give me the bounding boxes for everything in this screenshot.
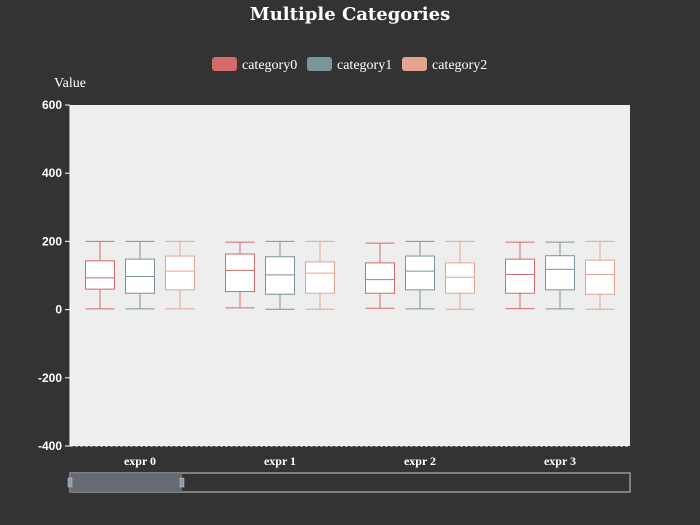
chart-title: Multiple Categories [250, 4, 450, 25]
box-body [225, 253, 255, 293]
box-body [265, 256, 295, 295]
y-tick-label: 600 [42, 98, 62, 112]
x-tick-label: expr 2 [404, 454, 436, 468]
box-body [545, 255, 575, 291]
box-category1-0[interactable] [125, 240, 155, 310]
legend-label-category2[interactable]: category2 [432, 58, 487, 73]
box-category1-2[interactable] [405, 240, 435, 310]
y-tick-label: -400 [38, 439, 62, 453]
legend-label-category0[interactable]: category0 [242, 58, 297, 73]
box-category1-1[interactable] [265, 240, 295, 310]
y-tick-label: -200 [38, 371, 62, 385]
plot-area [70, 105, 630, 446]
box-category0-1[interactable] [225, 241, 255, 309]
box-category0-0[interactable] [85, 240, 115, 310]
box-body [85, 260, 115, 290]
box-body [445, 262, 475, 294]
x-tick-label: expr 3 [544, 454, 576, 468]
box-body [405, 255, 435, 291]
legend-swatch-category0[interactable] [212, 57, 237, 71]
y-tick-label: 0 [55, 303, 62, 317]
y-tick-label: 400 [42, 166, 62, 180]
data-zoom-slider[interactable] [67, 472, 631, 493]
y-axis: 600 400 200 0 -200 -400 [38, 98, 71, 453]
box-category2-3[interactable] [585, 240, 615, 310]
box-series [85, 240, 615, 310]
box-category1-3[interactable] [545, 241, 575, 310]
box-body [165, 255, 195, 291]
legend-swatch-category2[interactable] [402, 57, 427, 71]
box-category2-0[interactable] [165, 240, 195, 310]
zoom-selection[interactable] [70, 473, 182, 492]
x-tick-label: expr 1 [264, 454, 296, 468]
box-category0-2[interactable] [365, 242, 395, 309]
x-tick-label: expr 0 [124, 454, 156, 468]
zoom-handle-start[interactable] [67, 477, 73, 488]
box-body [365, 262, 395, 294]
x-axis: expr 0 expr 1 expr 2 expr 3 [70, 445, 630, 468]
box-body [585, 259, 615, 295]
zoom-handle-end[interactable] [179, 477, 185, 488]
box-body [505, 258, 535, 294]
box-category2-1[interactable] [305, 240, 335, 310]
y-tick-label: 200 [42, 234, 62, 248]
legend-label-category1[interactable]: category1 [337, 58, 392, 73]
legend: category0 category1 category2 [212, 57, 487, 73]
box-body [305, 261, 335, 294]
legend-swatch-category1[interactable] [307, 57, 332, 71]
y-axis-label: Value [54, 76, 86, 91]
box-category0-3[interactable] [505, 241, 535, 310]
box-category2-2[interactable] [445, 240, 475, 310]
